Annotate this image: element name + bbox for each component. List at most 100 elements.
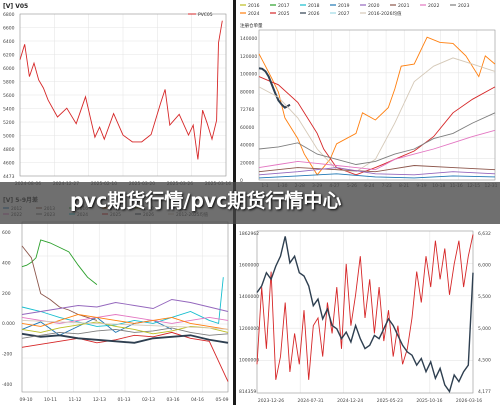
v05-plot-frame xyxy=(19,13,227,177)
sp-xtick-8: 05-09 xyxy=(215,397,228,403)
da-right-ytick-5: 4,177 xyxy=(478,389,491,395)
wr-legend-label-12: 2016-2026均值 xyxy=(368,10,402,17)
spread-5-9-chart: [V] 5-9月差2012201320162017202020212022202… xyxy=(2,196,229,403)
da-right-ytick-1: 6,000 xyxy=(478,263,491,269)
dual-axis-chart: 1862962 1600000 1400000 1200000 1000000 81435… xyxy=(239,230,491,404)
da-xtick-1: 2024-07-31 xyxy=(298,398,324,404)
da-left-ytick-4: 1000000 xyxy=(239,357,259,363)
sp-xtick-7: 04-16 xyxy=(191,397,204,403)
v05-ytick-2: 6400 xyxy=(3,39,15,45)
sp-ytick-0: 600 xyxy=(2,230,11,236)
spread-5-9-chart-panel: [V] 5-9月差2012201320162017202020212022202… xyxy=(0,194,232,405)
v05-title: [V] V05 xyxy=(3,3,28,10)
sp-xtick-0: 09-10 xyxy=(19,397,32,403)
da-series-line-left xyxy=(256,234,474,380)
sp-ytick-1: 400 xyxy=(2,260,11,266)
sp-series-line-2021 xyxy=(21,299,229,315)
sp-ytick-2: 200 xyxy=(2,291,11,297)
sp-series-line-2016 xyxy=(21,239,98,285)
wr-ytick-2: 100000 xyxy=(240,72,257,78)
wr-legend-label-0: 2016 xyxy=(248,3,260,9)
v05-price-chart-panel: [V] V05 PVC05 6800 6600 6400 6200 6000 5800 5600… xyxy=(0,0,232,188)
sp-series-line-2020 xyxy=(21,321,229,335)
wr-legend-label-2: 2018 xyxy=(308,3,320,9)
wr-legend-label-9: 2025 xyxy=(278,11,290,17)
sp-series-line-2025 xyxy=(21,331,229,382)
v05-ytick-6: 5600 xyxy=(3,93,15,99)
v05-ytick-1: 6600 xyxy=(3,26,15,32)
da-xtick-2: 2024-12-24 xyxy=(337,398,363,404)
wr-legend-label-8: 2024 xyxy=(248,11,260,17)
da-left-ytick-0: 1862962 xyxy=(239,231,259,237)
banner-title: pvc期货行情/pvc期货行情中心 xyxy=(70,190,342,212)
wr-ytick-5: 60000 xyxy=(240,125,254,131)
wr-ytick-8: 0 xyxy=(240,178,243,184)
da-right-ytick-2: 5,500 xyxy=(478,294,491,300)
wr-title: 注册仓单量 xyxy=(240,22,263,29)
wr-series-line-2026 xyxy=(258,67,291,109)
sp-ytick-4: -200 xyxy=(2,352,12,358)
warehouse-receipts-chart-panel: 2016 2017 2018 2019 2020 2021 2022 2023 2024 2025… xyxy=(237,0,500,188)
wr-ytick-1: 120000 xyxy=(240,54,257,60)
sp-ytick-5: -400 xyxy=(2,382,12,388)
wr-series-line-2022 xyxy=(258,129,496,171)
dual-axis-chart-panel: 1862962 1600000 1400000 1200000 1000000 81435… xyxy=(237,225,500,405)
wr-legend-label-3: 2019 xyxy=(338,3,350,9)
v05-ytick-12: 4473 xyxy=(3,174,15,180)
wr-series-line-2016-2026均值 xyxy=(258,57,496,173)
sp-ytick-3: 0.000 xyxy=(2,321,15,327)
sp-series-line-2024 xyxy=(21,277,224,327)
da-series-line-right xyxy=(256,236,474,394)
wr-legend-label-4: 2020 xyxy=(368,3,380,9)
da-xtick-4: 2025-10-16 xyxy=(416,398,442,404)
wr-plot-frame xyxy=(258,29,496,181)
v05-ytick-11: 4600 xyxy=(3,161,15,167)
sp-xtick-6: 03-16 xyxy=(166,397,179,403)
wr-legend-label-6: 2022 xyxy=(428,3,440,9)
wr-legend-label-5: 2021 xyxy=(398,3,410,9)
sp-series-line-2013 xyxy=(21,245,98,321)
sp-series-line-2022 xyxy=(21,314,229,324)
wr-legend-label-1: 2017 xyxy=(278,3,290,9)
wr-series-line-2024 xyxy=(258,36,496,176)
wr-ytick-4: 72760 xyxy=(240,107,254,113)
da-left-ytick-3: 1200000 xyxy=(239,326,259,332)
wr-series-line-2020 xyxy=(258,167,496,176)
v05-ytick-10: 4800 xyxy=(3,147,15,153)
wr-series-line-2025 xyxy=(258,76,496,176)
wr-series-line-2019 xyxy=(258,173,496,179)
warehouse-receipts-chart: 2016 2017 2018 2019 2020 2021 2022 2023 2024 2025… xyxy=(240,3,498,188)
da-plot-frame xyxy=(256,230,474,394)
sp-xtick-5: 02-13 xyxy=(142,397,155,403)
v05-ytick-3: 6200 xyxy=(3,53,15,59)
sp-xtick-2: 11-12 xyxy=(68,397,81,403)
wr-ytick-6: 40000 xyxy=(240,143,254,149)
da-left-ytick-2: 1400000 xyxy=(239,294,259,300)
banner-band xyxy=(0,182,500,224)
da-xtick-0: 2023-12-26 xyxy=(258,398,284,404)
sp-series-line-2012-2025均值 xyxy=(21,319,229,330)
da-right-ytick-4: 4,500 xyxy=(478,357,491,363)
v05-ytick-9: 5000 xyxy=(3,134,15,140)
v05-price-chart: [V] V05 PVC05 6800 6600 6400 6200 6000 5800 5600… xyxy=(3,3,231,187)
sp-xtick-1: 10-11 xyxy=(44,397,57,403)
sp-xtick-3: 12-13 xyxy=(93,397,106,403)
v05-ytick-5: 5800 xyxy=(3,80,15,86)
sp-xtick-4: 01-13 xyxy=(117,397,130,403)
da-left-ytick-1: 1600000 xyxy=(239,263,259,269)
sp-series-line-2026 xyxy=(21,332,229,344)
sp-series-line-2023 xyxy=(21,327,229,339)
v05-ytick-8: 5200 xyxy=(3,120,15,126)
wr-ytick-0: 140000 xyxy=(240,36,257,42)
wr-legend-label-10: 2026 xyxy=(308,11,320,17)
wr-series-line-2023 xyxy=(258,112,496,165)
da-right-ytick-3: 5,000 xyxy=(478,326,491,332)
wr-legend-label-11: 2027 xyxy=(338,11,350,17)
v05-ytick-0: 6800 xyxy=(3,12,15,18)
da-right-ytick-0: 6,632 xyxy=(478,231,491,237)
v05-ytick-4: 6000 xyxy=(3,66,15,72)
wr-ytick-3: 80000 xyxy=(240,89,254,95)
v05-legend-label: PVC05 xyxy=(198,12,213,18)
da-xtick-3: 2025-05-23 xyxy=(377,398,403,404)
v05-series-line xyxy=(19,20,223,160)
